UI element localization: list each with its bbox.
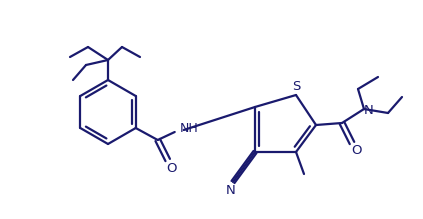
Text: N: N bbox=[364, 104, 374, 117]
Text: N: N bbox=[226, 184, 236, 198]
Text: S: S bbox=[292, 79, 300, 92]
Text: O: O bbox=[351, 145, 361, 157]
Text: O: O bbox=[167, 161, 177, 175]
Text: NH: NH bbox=[180, 122, 198, 136]
